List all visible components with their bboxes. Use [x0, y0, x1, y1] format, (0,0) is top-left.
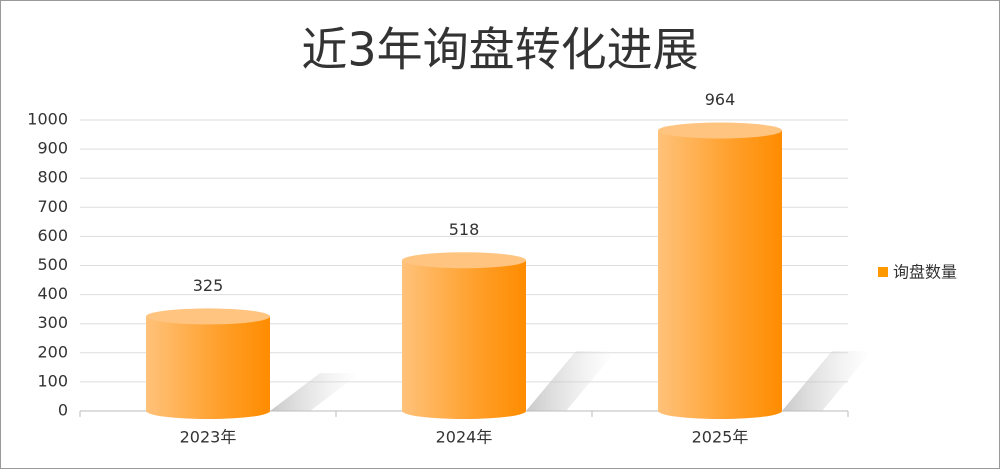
x-tick-label: 2024年	[436, 428, 493, 447]
y-tick-label: 300	[37, 313, 68, 332]
bar	[146, 316, 270, 411]
y-tick-label: 700	[37, 197, 68, 216]
y-tick-label: 900	[37, 139, 68, 158]
x-tick-label: 2025年	[692, 428, 749, 447]
bar	[402, 260, 526, 411]
bar-shadow	[270, 373, 360, 411]
y-tick-label: 500	[37, 255, 68, 274]
y-tick-label: 200	[37, 342, 68, 361]
bar-shadow	[782, 351, 872, 411]
bar-cap	[402, 252, 526, 269]
y-tick-label: 1000	[27, 110, 68, 129]
value-label: 325	[193, 276, 224, 295]
value-label: 964	[705, 90, 736, 109]
y-tick-label: 800	[37, 168, 68, 187]
bar-cap	[146, 308, 270, 325]
y-tick-label: 400	[37, 284, 68, 303]
chart-title: 近3年询盘转化进展	[301, 23, 698, 77]
legend-swatch	[878, 267, 888, 277]
y-tick-label: 600	[37, 226, 68, 245]
value-label: 518	[449, 220, 480, 239]
y-tick-label: 0	[58, 401, 68, 420]
bar-shadow	[526, 351, 616, 411]
y-tick-label: 100	[37, 371, 68, 390]
x-tick-label: 2023年	[180, 428, 237, 447]
bar-cap	[658, 122, 782, 139]
legend-label: 询盘数量	[893, 263, 957, 282]
bar	[658, 130, 782, 411]
